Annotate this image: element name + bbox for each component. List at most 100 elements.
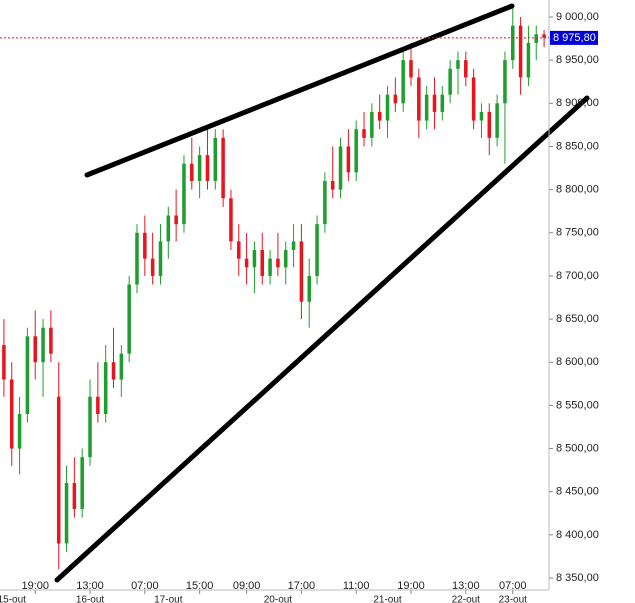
candle-body: [495, 103, 499, 138]
current-price-label: 8 975,80: [553, 32, 596, 44]
y-tick-label: 8 800,00: [556, 184, 599, 196]
x-tick-label: 17:00: [288, 580, 316, 592]
candle-body: [158, 241, 163, 276]
candle-body: [96, 396, 100, 415]
candle-body: [17, 414, 22, 449]
x-tick-label: 13:00: [452, 580, 480, 592]
candle-body: [72, 483, 77, 509]
candle-body: [401, 60, 405, 104]
candle-body: [56, 396, 61, 544]
candle-body: [111, 362, 116, 380]
y-tick-label: 8 850,00: [556, 140, 599, 152]
lower-trend-line: [54, 95, 590, 583]
x-tick-label: 09:00: [233, 580, 261, 592]
date-label: 17-out: [154, 595, 183, 603]
y-tick-label: 8 650,00: [556, 313, 599, 325]
candle-body: [464, 60, 468, 78]
candle-body: [370, 111, 374, 138]
candle-body: [393, 94, 398, 104]
y-tick-label: 8 700,00: [556, 270, 599, 282]
candle-body: [417, 77, 421, 121]
candle-body: [174, 215, 178, 225]
candle-body: [244, 258, 249, 268]
candle-body: [64, 483, 69, 544]
candle-body: [276, 258, 280, 268]
candle-body: [221, 137, 225, 199]
candle-body: [229, 198, 233, 242]
date-label: 22-out: [452, 595, 481, 603]
upper-trend-line: [84, 3, 515, 178]
candle-body: [330, 180, 335, 190]
candle-body: [315, 224, 319, 276]
candle-body: [213, 137, 218, 181]
candle-body: [432, 94, 437, 112]
x-tick-label: 07:00: [499, 580, 527, 592]
candle-body: [25, 336, 30, 415]
candle-body: [237, 241, 241, 259]
candle-body: [260, 250, 265, 276]
candle-body: [9, 379, 14, 449]
candle-body: [127, 284, 131, 354]
candle-body: [2, 344, 6, 380]
candle-body: [307, 275, 311, 302]
candle-body: [49, 327, 53, 354]
candle-body: [542, 34, 546, 38]
x-tick-label: 07:00: [131, 580, 159, 592]
candle-body: [377, 111, 382, 121]
y-tick-label: 8 400,00: [556, 529, 599, 541]
y-tick-label: 8 450,00: [556, 486, 599, 498]
candle-body: [197, 155, 202, 181]
candle-body: [518, 25, 523, 78]
candle-body: [526, 42, 531, 78]
date-label: 15-out: [0, 595, 26, 603]
candle-body: [88, 396, 92, 458]
candle-body: [190, 163, 194, 181]
y-tick-label: 8 550,00: [556, 399, 599, 411]
y-tick-label: 8 950,00: [556, 54, 599, 66]
candle-body: [456, 60, 460, 69]
date-label: 16-out: [76, 595, 105, 603]
candle-body: [448, 68, 452, 95]
candle-body: [135, 232, 139, 285]
candle-body: [354, 129, 358, 173]
y-tick-label: 8 350,00: [556, 572, 599, 584]
candle-body: [205, 155, 210, 181]
candle-body: [323, 180, 327, 225]
candle-body: [80, 457, 84, 509]
candle-body: [338, 146, 343, 190]
x-tick-label: 13:00: [76, 580, 104, 592]
candle-body: [283, 250, 288, 268]
x-tick-label: 19:00: [21, 580, 49, 592]
candle-body: [41, 327, 45, 363]
candle-body: [362, 129, 366, 138]
candle-body: [424, 94, 429, 121]
date-label: 21-out: [373, 595, 402, 603]
current-price-box: [550, 30, 598, 45]
candle-body: [150, 258, 155, 276]
candle-body: [487, 111, 492, 138]
y-tick-label: 8 600,00: [556, 356, 599, 368]
y-tick-label: 8 750,00: [556, 227, 599, 239]
candle-body: [534, 34, 539, 43]
x-tick-label: 11:00: [343, 580, 370, 592]
candle-body: [182, 163, 186, 225]
candle-body: [143, 232, 147, 259]
candle-body: [252, 250, 257, 268]
candle-body: [409, 60, 413, 78]
candle-body: [346, 146, 351, 173]
candle-body: [479, 111, 484, 121]
candle-body: [268, 258, 272, 276]
candle-body: [503, 60, 507, 104]
candle-body: [119, 353, 124, 380]
candle-body: [385, 94, 390, 121]
candle-body: [33, 336, 37, 363]
candle-body: [103, 362, 108, 415]
plot-area: [2, 8, 546, 570]
candle-body: [471, 77, 476, 121]
candle-body: [299, 241, 304, 302]
candle-body: [291, 241, 296, 251]
candle-body: [166, 215, 171, 242]
y-tick-label: 8 900,00: [556, 97, 599, 109]
x-tick-label: 15:00: [186, 580, 214, 592]
